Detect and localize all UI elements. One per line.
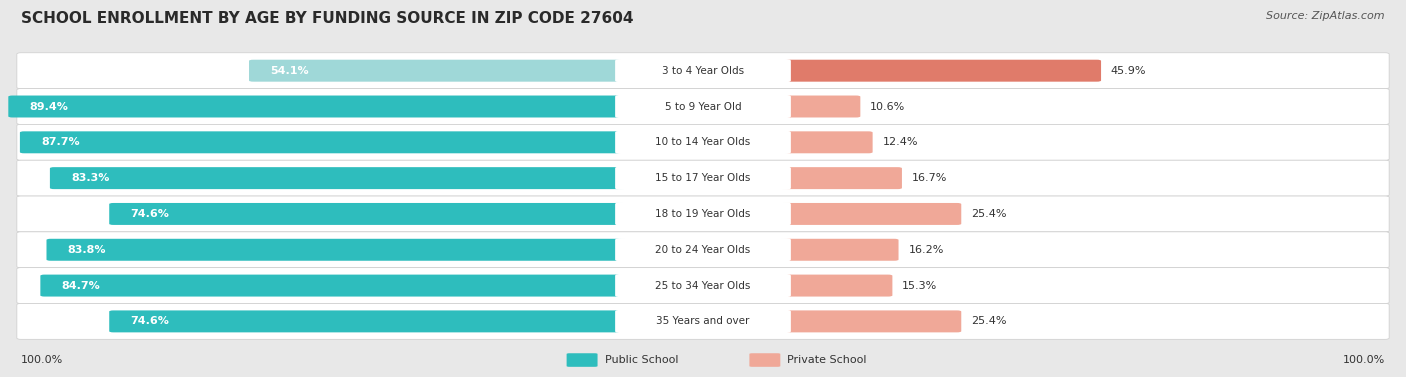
- FancyBboxPatch shape: [616, 310, 790, 333]
- Text: 35 Years and over: 35 Years and over: [657, 316, 749, 326]
- Text: 20 to 24 Year Olds: 20 to 24 Year Olds: [655, 245, 751, 255]
- Text: Private School: Private School: [787, 355, 868, 365]
- Text: 100.0%: 100.0%: [1343, 355, 1385, 365]
- Text: 15.3%: 15.3%: [903, 280, 938, 291]
- FancyBboxPatch shape: [779, 95, 860, 118]
- Text: 5 to 9 Year Old: 5 to 9 Year Old: [665, 101, 741, 112]
- Text: 100.0%: 100.0%: [21, 355, 63, 365]
- Text: 10 to 14 Year Olds: 10 to 14 Year Olds: [655, 137, 751, 147]
- FancyBboxPatch shape: [779, 239, 898, 261]
- Text: Source: ZipAtlas.com: Source: ZipAtlas.com: [1267, 11, 1385, 21]
- Text: 83.8%: 83.8%: [67, 245, 105, 255]
- FancyBboxPatch shape: [616, 202, 790, 226]
- FancyBboxPatch shape: [8, 95, 627, 118]
- Text: Public School: Public School: [605, 355, 678, 365]
- FancyBboxPatch shape: [779, 203, 962, 225]
- FancyBboxPatch shape: [616, 130, 790, 154]
- Text: 83.3%: 83.3%: [70, 173, 110, 183]
- Text: 25 to 34 Year Olds: 25 to 34 Year Olds: [655, 280, 751, 291]
- FancyBboxPatch shape: [20, 131, 627, 153]
- FancyBboxPatch shape: [17, 303, 1389, 339]
- FancyBboxPatch shape: [567, 353, 598, 367]
- FancyBboxPatch shape: [616, 59, 790, 83]
- FancyBboxPatch shape: [779, 310, 962, 333]
- FancyBboxPatch shape: [779, 274, 893, 297]
- Text: 87.7%: 87.7%: [41, 137, 80, 147]
- Text: 3 to 4 Year Olds: 3 to 4 Year Olds: [662, 66, 744, 76]
- FancyBboxPatch shape: [17, 268, 1389, 303]
- FancyBboxPatch shape: [17, 89, 1389, 124]
- FancyBboxPatch shape: [17, 53, 1389, 89]
- Text: 25.4%: 25.4%: [972, 316, 1007, 326]
- FancyBboxPatch shape: [749, 353, 780, 367]
- Text: 89.4%: 89.4%: [30, 101, 69, 112]
- FancyBboxPatch shape: [616, 238, 790, 262]
- FancyBboxPatch shape: [779, 60, 1101, 82]
- FancyBboxPatch shape: [779, 167, 901, 189]
- Text: 25.4%: 25.4%: [972, 209, 1007, 219]
- FancyBboxPatch shape: [41, 274, 627, 297]
- Text: 84.7%: 84.7%: [62, 280, 100, 291]
- Text: 45.9%: 45.9%: [1111, 66, 1146, 76]
- Text: 16.7%: 16.7%: [911, 173, 948, 183]
- FancyBboxPatch shape: [17, 196, 1389, 232]
- Text: 16.2%: 16.2%: [908, 245, 943, 255]
- Text: 15 to 17 Year Olds: 15 to 17 Year Olds: [655, 173, 751, 183]
- Text: SCHOOL ENROLLMENT BY AGE BY FUNDING SOURCE IN ZIP CODE 27604: SCHOOL ENROLLMENT BY AGE BY FUNDING SOUR…: [21, 11, 634, 26]
- Text: 74.6%: 74.6%: [131, 316, 169, 326]
- FancyBboxPatch shape: [46, 239, 627, 261]
- Text: 10.6%: 10.6%: [870, 101, 905, 112]
- Text: 18 to 19 Year Olds: 18 to 19 Year Olds: [655, 209, 751, 219]
- FancyBboxPatch shape: [249, 60, 627, 82]
- FancyBboxPatch shape: [17, 124, 1389, 160]
- FancyBboxPatch shape: [49, 167, 627, 189]
- FancyBboxPatch shape: [616, 274, 790, 297]
- Text: 54.1%: 54.1%: [270, 66, 309, 76]
- Text: 74.6%: 74.6%: [131, 209, 169, 219]
- FancyBboxPatch shape: [779, 131, 873, 153]
- FancyBboxPatch shape: [110, 310, 627, 333]
- FancyBboxPatch shape: [616, 95, 790, 118]
- Text: 12.4%: 12.4%: [883, 137, 918, 147]
- FancyBboxPatch shape: [110, 203, 627, 225]
- FancyBboxPatch shape: [616, 166, 790, 190]
- FancyBboxPatch shape: [17, 160, 1389, 196]
- FancyBboxPatch shape: [17, 232, 1389, 268]
